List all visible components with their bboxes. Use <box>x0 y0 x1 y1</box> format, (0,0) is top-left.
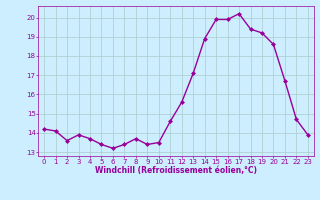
X-axis label: Windchill (Refroidissement éolien,°C): Windchill (Refroidissement éolien,°C) <box>95 166 257 175</box>
